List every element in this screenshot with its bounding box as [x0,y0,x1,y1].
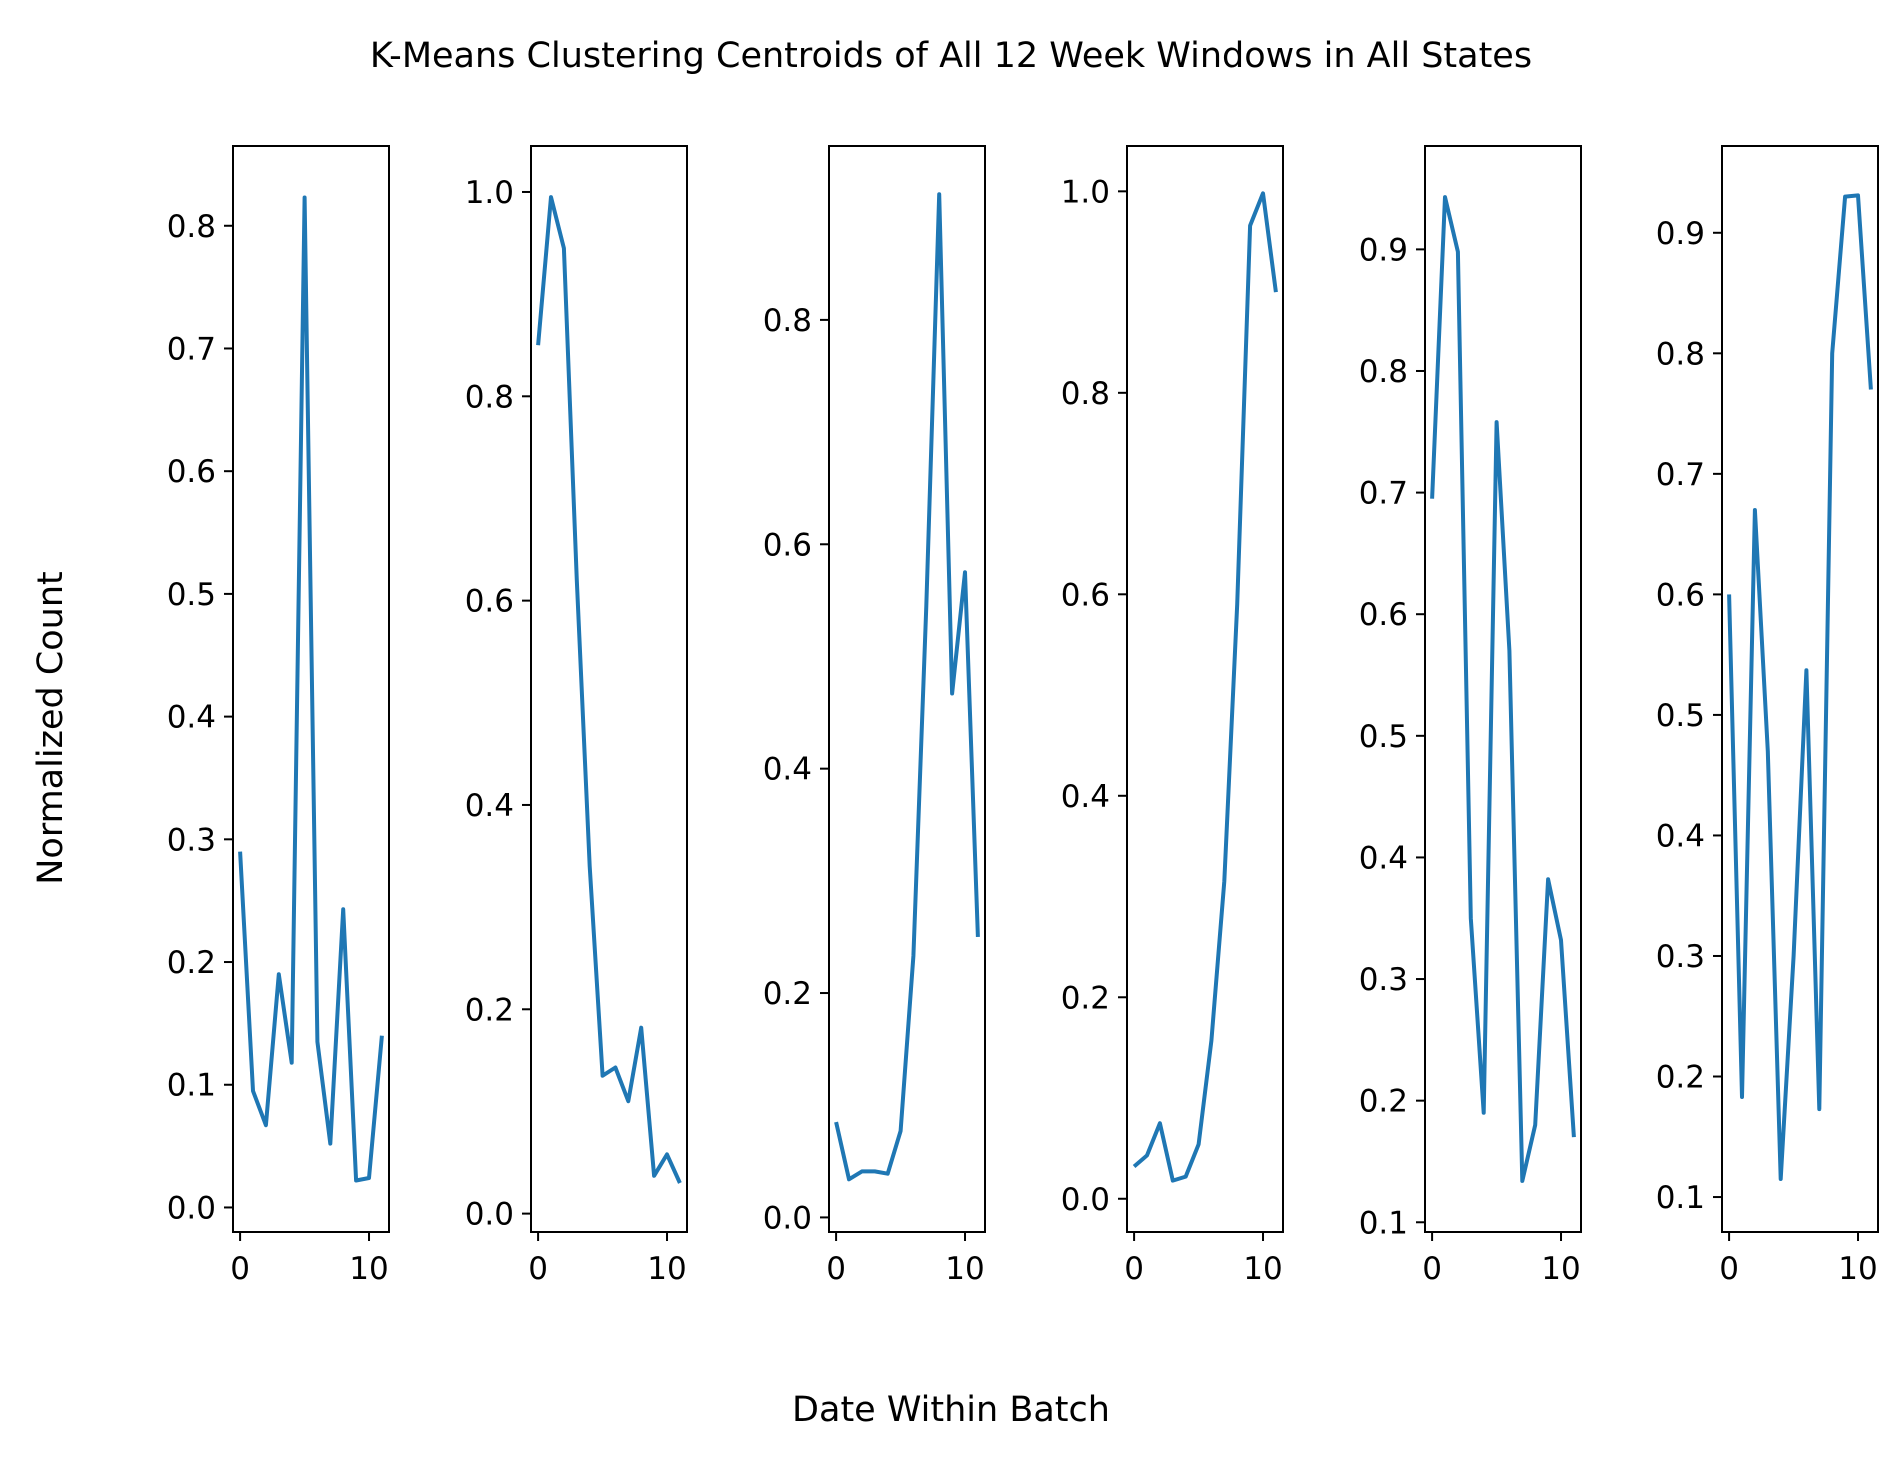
x-tick-label: 10 [647,1251,686,1287]
subplot-4: 0.0 0.2 0.4 0.6 0.8 1.0 0 10 [1061,145,1284,1287]
y-tick-label: 0.3 [1656,939,1705,975]
x-tick-label: 0 [230,1251,250,1287]
y-tick-label: 0.0 [465,1197,514,1233]
subplots: 0.00.10.20.30.40.50.60.70.80 100.00.20.40… [167,145,1879,1287]
y-tick-label: 0.2 [1061,980,1110,1016]
subplot-5: 0.1 0.2 0.3 0.4 0.5 0.6 0.7 0.8 0.9 0 10 [1359,145,1582,1287]
y-tick-label: 0.8 [465,379,514,415]
x-tick-label: 10 [945,1251,984,1287]
axes-frame [828,145,986,1233]
y-tick-label: 0.8 [1656,336,1705,372]
x-axis-label: Date Within Batch [792,1390,1110,1430]
y-tick-label: 0.7 [1656,457,1705,493]
x-tick-label: 10 [1541,1251,1580,1287]
figure-title: K-Means Clustering Centroids of All 12 W… [370,36,1532,76]
y-tick-label: 0.5 [1656,698,1705,734]
y-tick-label: 0.9 [1359,232,1408,268]
axes-frame [1721,145,1879,1233]
y-tick-label: 0.8 [1061,376,1110,412]
y-axis-label: Normalized Count [31,571,71,885]
y-tick-label: 0.4 [1656,818,1705,854]
x-tick-label: 10 [349,1251,388,1287]
y-tick-label: 0.2 [1359,1084,1408,1120]
subplot-2: 0.0 0.2 0.4 0.6 0.8 1.0 0 10 [465,145,688,1287]
y-tick-label: 0.6 [1061,577,1110,613]
x-tick-label: 0 [1124,1251,1144,1287]
y-tick-label: 0.6 [167,454,216,490]
x-tick-label: 0 [1422,1251,1442,1287]
subplot-6: 0.1 0.2 0.3 0.4 0.5 0.6 0.7 0.8 0.9 0 10 [1656,145,1879,1287]
axes-frame [232,145,390,1233]
x-tick-label: 10 [1243,1251,1282,1287]
axes-frame [530,145,688,1233]
y-tick-label: 0.6 [465,584,514,620]
y-tick-label: 0.8 [763,303,812,339]
y-tick-label: 0.4 [763,752,812,788]
series-line-2 [536,195,682,1184]
series-line-5 [1430,195,1576,1183]
y-tick-label: 0.9 [1656,216,1705,252]
x-tick-label: 10 [1838,1251,1877,1287]
series-line-6 [1727,193,1873,1181]
y-tick-label: 0.6 [763,527,812,563]
y-tick-label: 0.7 [167,331,216,367]
y-tick-label: 0.5 [1359,719,1408,755]
series-line-1 [238,195,384,1183]
y-tick-label: 0.2 [1656,1060,1705,1096]
y-tick-label: 1.0 [1061,174,1110,210]
y-tick-label: 0.2 [167,945,216,981]
y-tick-label: 0.6 [1359,597,1408,633]
y-tick-label: 0.0 [1061,1182,1110,1218]
y-tick-label: 0.4 [167,700,216,736]
x-tick-label: 0 [826,1251,846,1287]
y-tick-label: 0.4 [1359,840,1408,876]
y-tick-label: 0.8 [167,209,216,245]
y-tick-label: 0.1 [1359,1205,1408,1241]
y-tick-label: 0.1 [1656,1180,1705,1216]
y-tick-label: 0.2 [465,992,514,1028]
y-tick-label: 1.0 [465,175,514,211]
series-line-4 [1132,191,1278,1183]
y-tick-label: 0.3 [1359,962,1408,998]
x-tick-label: 0 [528,1251,548,1287]
axes-frame [1424,145,1582,1233]
y-tick-label: 0.8 [1359,354,1408,390]
y-tick-label: 0.4 [1061,779,1110,815]
y-tick-label: 0.6 [1656,577,1705,613]
axes-frame [1126,145,1284,1233]
y-tick-label: 0.5 [167,577,216,613]
y-tick-label: 0.2 [763,976,812,1012]
y-tick-label: 0.4 [465,788,514,824]
y-tick-label: 0.0 [763,1200,812,1236]
series-line-3 [834,192,980,1182]
y-tick-label: 0.0 [167,1190,216,1226]
y-tick-label: 0.1 [167,1068,216,1104]
y-tick-label: 0.3 [167,822,216,858]
y-tick-label: 0.7 [1359,476,1408,512]
x-tick-label: 0 [1719,1251,1739,1287]
subplot-1: 0.0 0.1 0.2 0.3 0.4 0.5 0.6 0.7 0.8 0 10 [167,145,390,1287]
subplot-3: 0.0 0.2 0.4 0.6 0.8 0 10 [763,145,986,1287]
